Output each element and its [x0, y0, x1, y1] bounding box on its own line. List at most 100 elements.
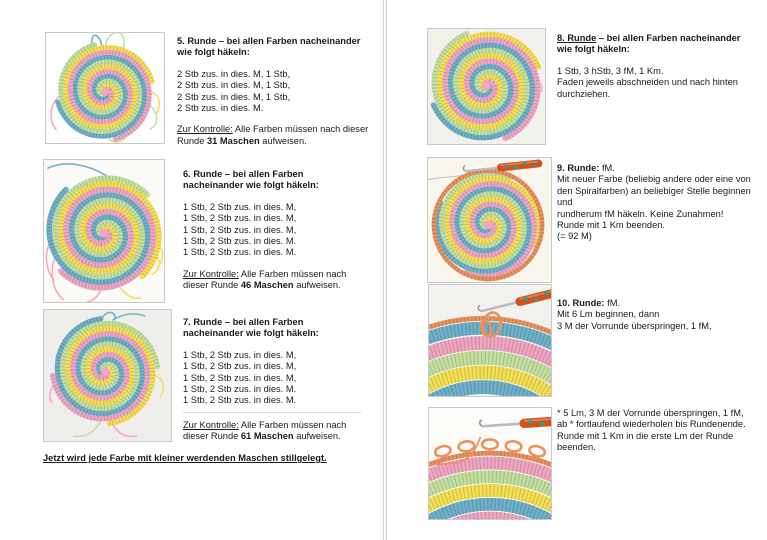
heading-line2: wie folgt häkeln: — [557, 44, 630, 55]
photo-spiral-after-round-8 — [427, 28, 546, 145]
kontrolle-text: dieser Runde — [183, 280, 241, 291]
heading-rest: – bei allen Farben — [222, 317, 304, 327]
stitch-instructions: Mit 6 Lm beginnen, dann 3 M der Vorrunde… — [557, 309, 765, 332]
stitch-line: den Spiralfarben) an beliebiger Stelle b… — [557, 185, 751, 196]
section-round-6: 6. Runde – bei allen Farben nacheinander… — [183, 169, 375, 292]
kontrolle-text: aufweisen. — [293, 431, 341, 442]
stitch-line: Mit neuer Farbe (beliebig andere oder ei… — [557, 174, 751, 185]
heading-line2: wie folgt häkeln: — [177, 47, 250, 58]
heading-strong: 8. Runde — [557, 33, 597, 43]
stitch-line: Runde mit 1 Km beenden. — [557, 220, 666, 231]
heading-rest: fM. — [599, 163, 615, 173]
heading-rest: – bei allen Farben nacheinander — [596, 33, 741, 43]
section-heading: 7. Runde – bei allen Farben nacheinander… — [183, 317, 375, 340]
heading-strong: 9. Runde: — [557, 163, 600, 173]
stitch-line: Runde mit 1 Km in die erste Lm der Runde — [557, 430, 734, 441]
page-right: 8. Runde – bei allen Farben nacheinander… — [387, 0, 767, 540]
crochet-spiral-image — [430, 30, 543, 142]
heading-line2: nacheinander wie folgt häkeln: — [183, 180, 319, 191]
section-round-8: 8. Runde – bei allen Farben nacheinander… — [557, 33, 765, 110]
crochet-spiral-image — [50, 33, 161, 143]
section-heading: 8. Runde – bei allen Farben nacheinander… — [557, 33, 765, 56]
heading-strong: 5. Runde — [177, 36, 217, 46]
photo-spiral-after-round-5 — [45, 32, 165, 144]
kontrolle-label: Zur Kontrolle: — [177, 124, 233, 135]
divider-line — [183, 411, 361, 413]
stitch-instructions: * 5 Lm, 3 M der Vorrunde überspringen, 1… — [557, 408, 767, 454]
kontrolle-text: Runde — [177, 135, 207, 146]
stitch-line: Mit 6 Lm beginnen, dann — [557, 309, 660, 320]
stitch-line: 1 Stb, 2 Stb zus. in dies. M, — [183, 213, 297, 224]
section-heading: 10. Runde: fM. — [557, 298, 765, 309]
stitch-instructions: 1 Stb, 2 Stb zus. in dies. M, 1 Stb, 2 S… — [183, 350, 375, 407]
crochet-spiral-image — [45, 163, 164, 302]
stitch-line: 1 Stb, 2 Stb zus. in dies. M. — [183, 395, 297, 406]
stitch-line: 3 M der Vorrunde überspringen, 1 fM, — [557, 320, 712, 331]
page-edge-right — [386, 0, 387, 540]
stitch-line: 1 Stb, 2 Stb zus. in dies. M. — [183, 384, 297, 395]
stitch-line: 1 Stb, 2 Stb zus. in dies. M, — [183, 349, 297, 360]
kontrolle-text: Alle Farben müssen nach — [238, 419, 347, 430]
kontrolle-text: Alle Farben müssen nach dieser — [232, 124, 369, 135]
kontrolle-note: Zur Kontrolle: Alle Farben müssen nach d… — [183, 269, 375, 292]
stitch-line: (= 92 M) — [557, 231, 592, 242]
crochet-hook — [462, 159, 543, 173]
stitch-instructions: Mit neuer Farbe (beliebig andere oder ei… — [557, 174, 765, 242]
heading-strong: 7. Runde — [183, 317, 223, 327]
stitch-line: rundherum fM häkeln. Keine Zunahmen! — [557, 208, 724, 219]
stitch-line: 1 Stb, 2 Stb zus. in dies. M, — [183, 201, 297, 212]
section-round-10: 10. Runde: fM. Mit 6 Lm beginnen, dann 3… — [557, 298, 765, 342]
stitch-line: 2 Stb zus. in dies. M, 1 Stb, — [177, 80, 291, 91]
crochet-closeup-image — [429, 415, 551, 519]
heading-line2: nacheinander wie folgt häkeln: — [183, 328, 319, 339]
stitch-line: 1 Stb, 2 Stb zus. in dies. M, — [183, 224, 297, 235]
crochet-spiral-image — [428, 159, 545, 282]
kontrolle-text: dieser Runde — [183, 431, 241, 442]
crochet-spiral-image — [49, 311, 165, 438]
kontrolle-note: Zur Kontrolle: Alle Farben müssen nach d… — [183, 420, 375, 443]
crochet-hook — [478, 415, 551, 429]
stitch-line: ab * fortlaufend wiederholen bis Rundene… — [557, 419, 746, 430]
heading-strong: 6. Runde — [183, 169, 223, 179]
stitch-line: durchziehen. — [557, 88, 611, 99]
stitch-instructions: 1 Stb, 2 Stb zus. in dies. M, 1 Stb, 2 S… — [183, 202, 375, 259]
page-edge-left — [383, 0, 384, 540]
kontrolle-text: aufweisen. — [259, 135, 307, 146]
heading-rest: – bei allen Farben — [222, 169, 304, 179]
stitch-instructions: 1 Stb, 3 hStb, 3 fM, 1 Km. Faden jeweils… — [557, 66, 765, 100]
stitch-line: beenden. — [557, 442, 596, 453]
crochet-closeup-image — [429, 286, 551, 396]
stitch-line: 1 Stb, 2 Stb zus. in dies. M, — [183, 372, 297, 383]
stitch-instructions: 2 Stb zus. in dies. M, 1 Stb, 2 Stb zus.… — [177, 69, 375, 115]
heading-rest: fM. — [604, 298, 621, 308]
photo-round-10-closeup-hook — [428, 284, 552, 397]
section-round-7: 7. Runde – bei allen Farben nacheinander… — [183, 317, 375, 443]
photo-spiral-after-round-7 — [43, 309, 172, 442]
page-left: 5. Runde – bei allen Farben nacheinander… — [0, 0, 383, 540]
section-round-10-continued: * 5 Lm, 3 M der Vorrunde überspringen, 1… — [557, 408, 767, 464]
crochet-hook — [477, 286, 551, 313]
stitch-line: 2 Stb zus. in dies. M. — [177, 103, 264, 114]
section-round-5: 5. Runde – bei allen Farben nacheinander… — [177, 36, 375, 147]
photo-round-9-with-hook — [427, 157, 552, 283]
stitch-line: 1 Stb, 2 Stb zus. in dies. M. — [183, 236, 297, 247]
stitch-count: 31 Maschen — [206, 135, 260, 146]
stitch-line: 1 Stb, 3 hStb, 3 fM, 1 Km. — [557, 65, 664, 76]
section-heading: 9. Runde: fM. — [557, 163, 765, 174]
stitch-count: 46 Maschen — [240, 280, 294, 291]
stitch-line: Faden jeweils abschneiden und nach hinte… — [557, 77, 738, 88]
stitch-line: 1 Stb, 2 Stb zus. in dies. M, — [183, 361, 297, 372]
section-round-9: 9. Runde: fM. Mit neuer Farbe (beliebig … — [557, 163, 765, 253]
heading-rest: – bei allen Farben nacheinander — [216, 36, 361, 46]
section-heading: 6. Runde – bei allen Farben nacheinander… — [183, 169, 375, 192]
kontrolle-label: Zur Kontrolle: — [183, 419, 239, 430]
stitch-line: 2 Stb zus. in dies. M, 1 Stb, — [177, 91, 291, 102]
stitch-line: * 5 Lm, 3 M der Vorrunde überspringen, 1… — [557, 408, 744, 418]
stitch-count: 61 Maschen — [240, 431, 294, 442]
kontrolle-label: Zur Kontrolle: — [183, 268, 239, 279]
kontrolle-text: aufweisen. — [293, 280, 341, 291]
stitch-line: 2 Stb zus. in dies. M, 1 Stb, — [177, 68, 291, 79]
heading-strong: 10. Runde: — [557, 298, 605, 308]
photo-spiral-after-round-6 — [43, 159, 165, 303]
